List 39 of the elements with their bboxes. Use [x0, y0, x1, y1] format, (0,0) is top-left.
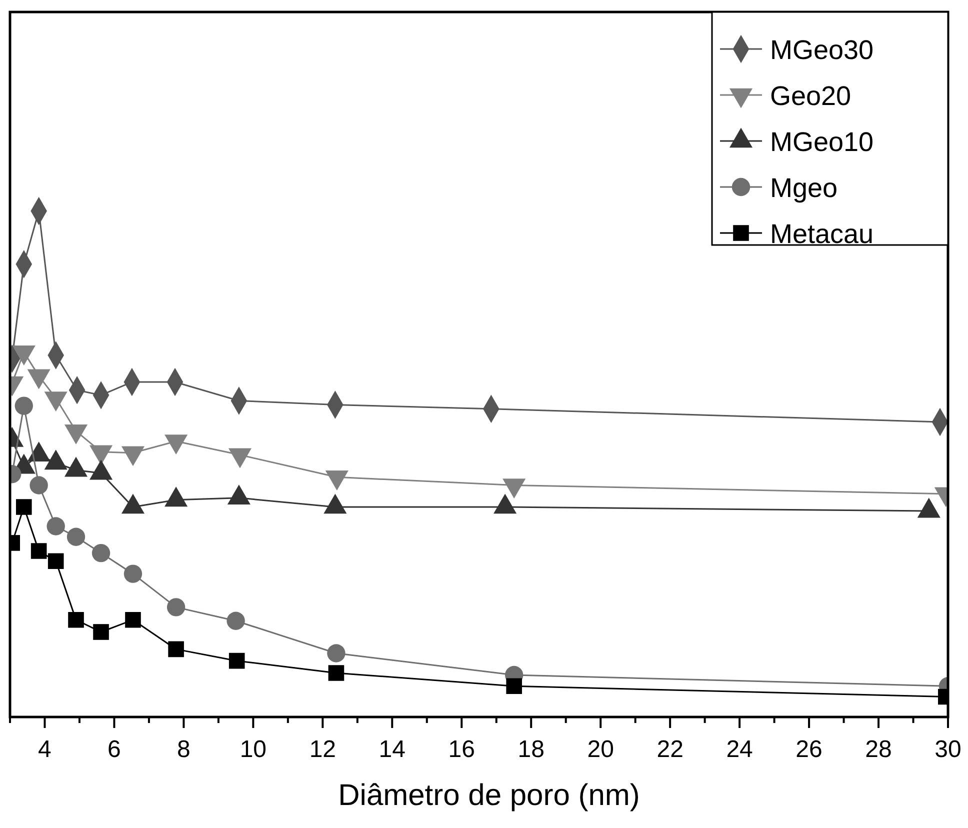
x-tick-label: 28 [865, 736, 892, 763]
point [48, 553, 64, 570]
legend-label: MGeo30 [770, 35, 874, 65]
point [327, 644, 346, 662]
x-tick-label: 10 [240, 736, 267, 763]
x-tick-label: 8 [177, 736, 190, 763]
point [46, 517, 65, 536]
x-tick-label: 20 [587, 736, 614, 763]
point [124, 564, 142, 583]
x-tick-label: 22 [656, 736, 684, 763]
point [166, 598, 186, 616]
x-tick-label: 4 [38, 736, 52, 763]
x-tick-label: 18 [518, 736, 544, 763]
point [125, 612, 141, 628]
point [93, 624, 109, 640]
point [30, 476, 48, 494]
point [66, 528, 86, 546]
x-tick-label: 6 [108, 736, 121, 763]
x-tick-label: 30 [934, 736, 962, 763]
x-tick-label: 14 [378, 736, 406, 763]
point [14, 396, 33, 415]
legend-label: MGeo10 [770, 127, 874, 157]
x-tick-label: 26 [796, 736, 822, 763]
x-axis-title: Diâmetro de poro (nm) [338, 779, 640, 812]
point [328, 665, 344, 681]
legend-label: Metacau [770, 219, 874, 249]
x-tick-label: 24 [726, 736, 753, 763]
point [226, 612, 245, 630]
legend-label: Geo20 [770, 81, 852, 111]
legend-label: Mgeo [770, 173, 838, 203]
point [506, 678, 522, 694]
x-tick-label: 12 [309, 736, 336, 763]
point [228, 652, 245, 669]
x-tick-label: 16 [448, 736, 475, 763]
point [30, 543, 47, 559]
point [92, 544, 110, 562]
point [168, 641, 184, 658]
point [68, 612, 84, 628]
point [16, 499, 32, 515]
